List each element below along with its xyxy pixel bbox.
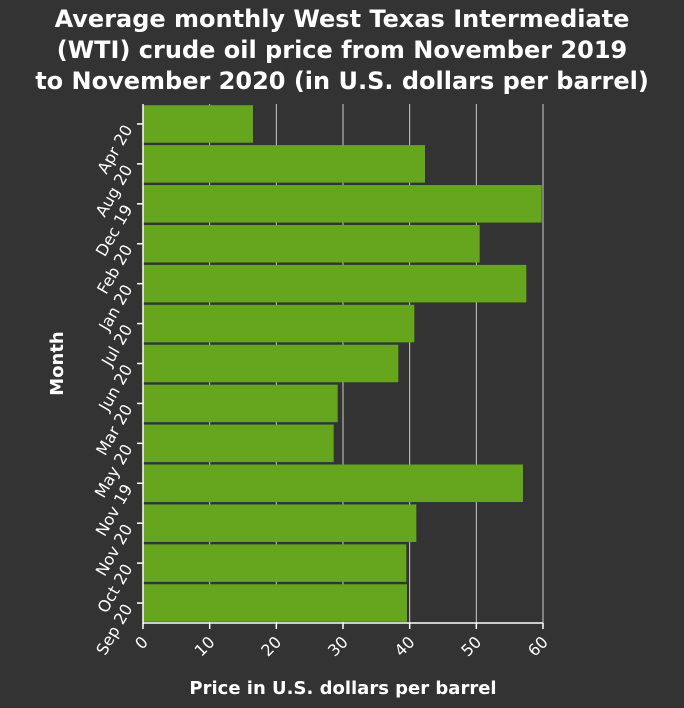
chart-title-line-2: (WTI) crude oil price from November 2019: [56, 36, 628, 64]
bar: [143, 105, 253, 143]
bar: [143, 344, 399, 383]
chart-title-line-3: to November 2020 (in U.S. dollars per ba…: [35, 67, 649, 95]
bar: [143, 584, 407, 622]
bar: [143, 145, 425, 183]
x-tick-label: 30: [324, 632, 352, 660]
bar: [143, 264, 527, 303]
bar: [143, 424, 334, 463]
x-tick-label: 40: [391, 632, 419, 660]
x-tick-label: 0: [131, 632, 152, 653]
bar: [143, 384, 338, 423]
bar: [143, 224, 480, 263]
chart-title: Average monthly West Texas Intermediate …: [0, 4, 684, 97]
chart-title-line-1: Average monthly West Texas Intermediate: [54, 5, 630, 33]
x-tick-label: 50: [457, 632, 485, 660]
bar: [143, 504, 417, 542]
x-tick-label: 60: [524, 632, 552, 660]
bar: [143, 464, 523, 503]
bar: [143, 185, 542, 223]
x-axis-label: Price in U.S. dollars per barrel: [189, 678, 496, 699]
bar: [143, 304, 415, 343]
x-tick-label: 10: [191, 632, 219, 660]
x-tick-label: 20: [257, 632, 285, 660]
bar: [143, 544, 407, 582]
bars: [143, 105, 542, 622]
y-axis-label: Month: [47, 331, 68, 396]
